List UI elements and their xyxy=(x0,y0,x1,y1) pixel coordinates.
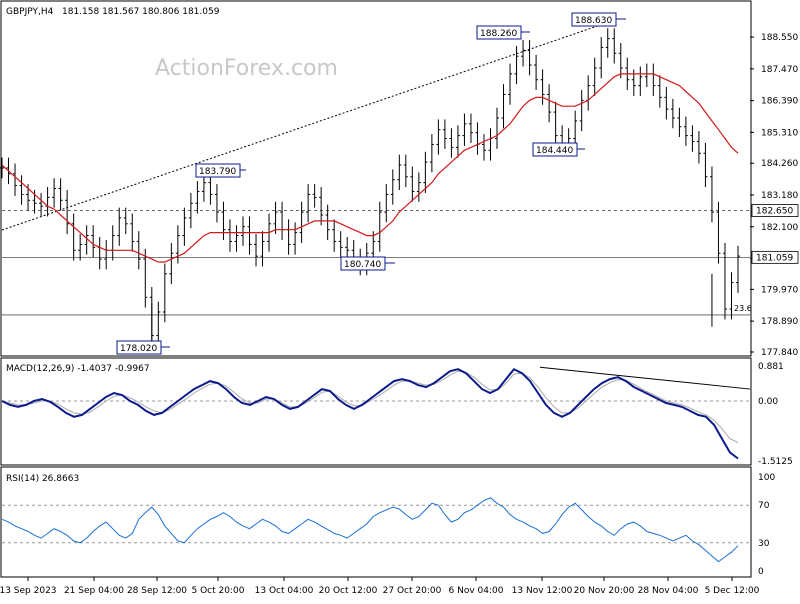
price-ytick-label: 178.890 xyxy=(761,317,798,327)
x-tick-label: 6 Nov 04:00 xyxy=(449,586,504,596)
price-ytick-label: 183.180 xyxy=(761,191,798,201)
price-tag-box xyxy=(751,204,799,217)
rsi-line xyxy=(1,497,739,563)
rsi-ytick-label: 30 xyxy=(758,539,770,549)
x-tick-label: 13 Nov 12:00 xyxy=(512,586,573,596)
macd-ytick-label: -1.5125 xyxy=(758,457,793,467)
x-tick-label: 27 Oct 20:00 xyxy=(383,586,442,596)
x-tick-label: 13 Oct 04:00 xyxy=(255,586,314,596)
rsi-panel xyxy=(0,466,752,578)
axis-layer: 188.550 187.470 186.390 185.310 184.260 183.1… xyxy=(0,33,798,596)
ma-line xyxy=(1,73,739,263)
price-panel xyxy=(0,0,752,357)
price-ytick-label: 177.840 xyxy=(761,348,798,358)
price-ytick-label: 186.390 xyxy=(761,97,798,107)
x-tick-label: 20 Nov 20:00 xyxy=(574,586,635,596)
price-ytick-label: 182.100 xyxy=(761,223,798,233)
rsi-ytick-label: 70 xyxy=(758,501,770,511)
rsi-ytick-label: 100 xyxy=(758,473,775,483)
x-tick-label: 20 Oct 12:00 xyxy=(319,586,378,596)
macd-title: MACD(12,26,9) -1.4037 -0.9967 xyxy=(6,364,150,374)
price-ytick-label: 188.550 xyxy=(761,33,798,43)
x-tick-label: 21 Sep 04:00 xyxy=(64,586,124,596)
rsi-layer xyxy=(1,497,750,563)
ohlc-values: 181.158 181.567 180.806 181.059 xyxy=(62,7,220,17)
x-tick-label: 28 Nov 04:00 xyxy=(638,586,699,596)
price-ytick-label: 184.260 xyxy=(761,159,798,169)
x-tick-label: 5 Dec 12:00 xyxy=(705,586,760,596)
price-ytick-label: 185.310 xyxy=(761,128,798,138)
macd-line xyxy=(1,367,739,460)
price-tag: 182.650 xyxy=(756,207,793,217)
macd-ytick-label: 0.00 xyxy=(758,397,778,407)
x-tick-label: 5 Oct 20:00 xyxy=(192,586,245,596)
price-tag-box xyxy=(751,250,799,264)
price-annotation: 188.260 xyxy=(480,29,517,39)
macd-layer xyxy=(1,366,751,460)
rsi-ytick-label: 0 xyxy=(758,567,764,577)
macd-trendline xyxy=(539,366,751,390)
macd-panel xyxy=(0,357,752,466)
price-annotation: 184.440 xyxy=(536,146,573,156)
price-annotation: 178.020 xyxy=(120,344,157,354)
price-tag: 181.059 xyxy=(756,253,793,263)
price-ytick-label: 179.970 xyxy=(761,285,798,295)
rsi-title: RSI(14) 26.8663 xyxy=(6,474,79,484)
x-tick-label: 28 Sep 12:00 xyxy=(127,586,187,596)
price-layer: 183.790 188.260 188.630 184.440 180.740 178.0… xyxy=(0,12,752,355)
macd-ytick-label: 0.881 xyxy=(758,362,784,372)
price-annotation: 188.630 xyxy=(575,16,612,26)
symbol-label: GBPJPY,H4 xyxy=(6,7,54,17)
price-annotation: 183.790 xyxy=(199,167,236,177)
price-ytick-label: 187.470 xyxy=(761,65,798,75)
fib-label: 23.6 xyxy=(734,304,752,313)
price-annotation: 180.740 xyxy=(344,260,381,270)
watermark: ActionForex.com xyxy=(155,56,338,81)
x-tick-label: 13 Sep 2023 xyxy=(0,586,57,596)
